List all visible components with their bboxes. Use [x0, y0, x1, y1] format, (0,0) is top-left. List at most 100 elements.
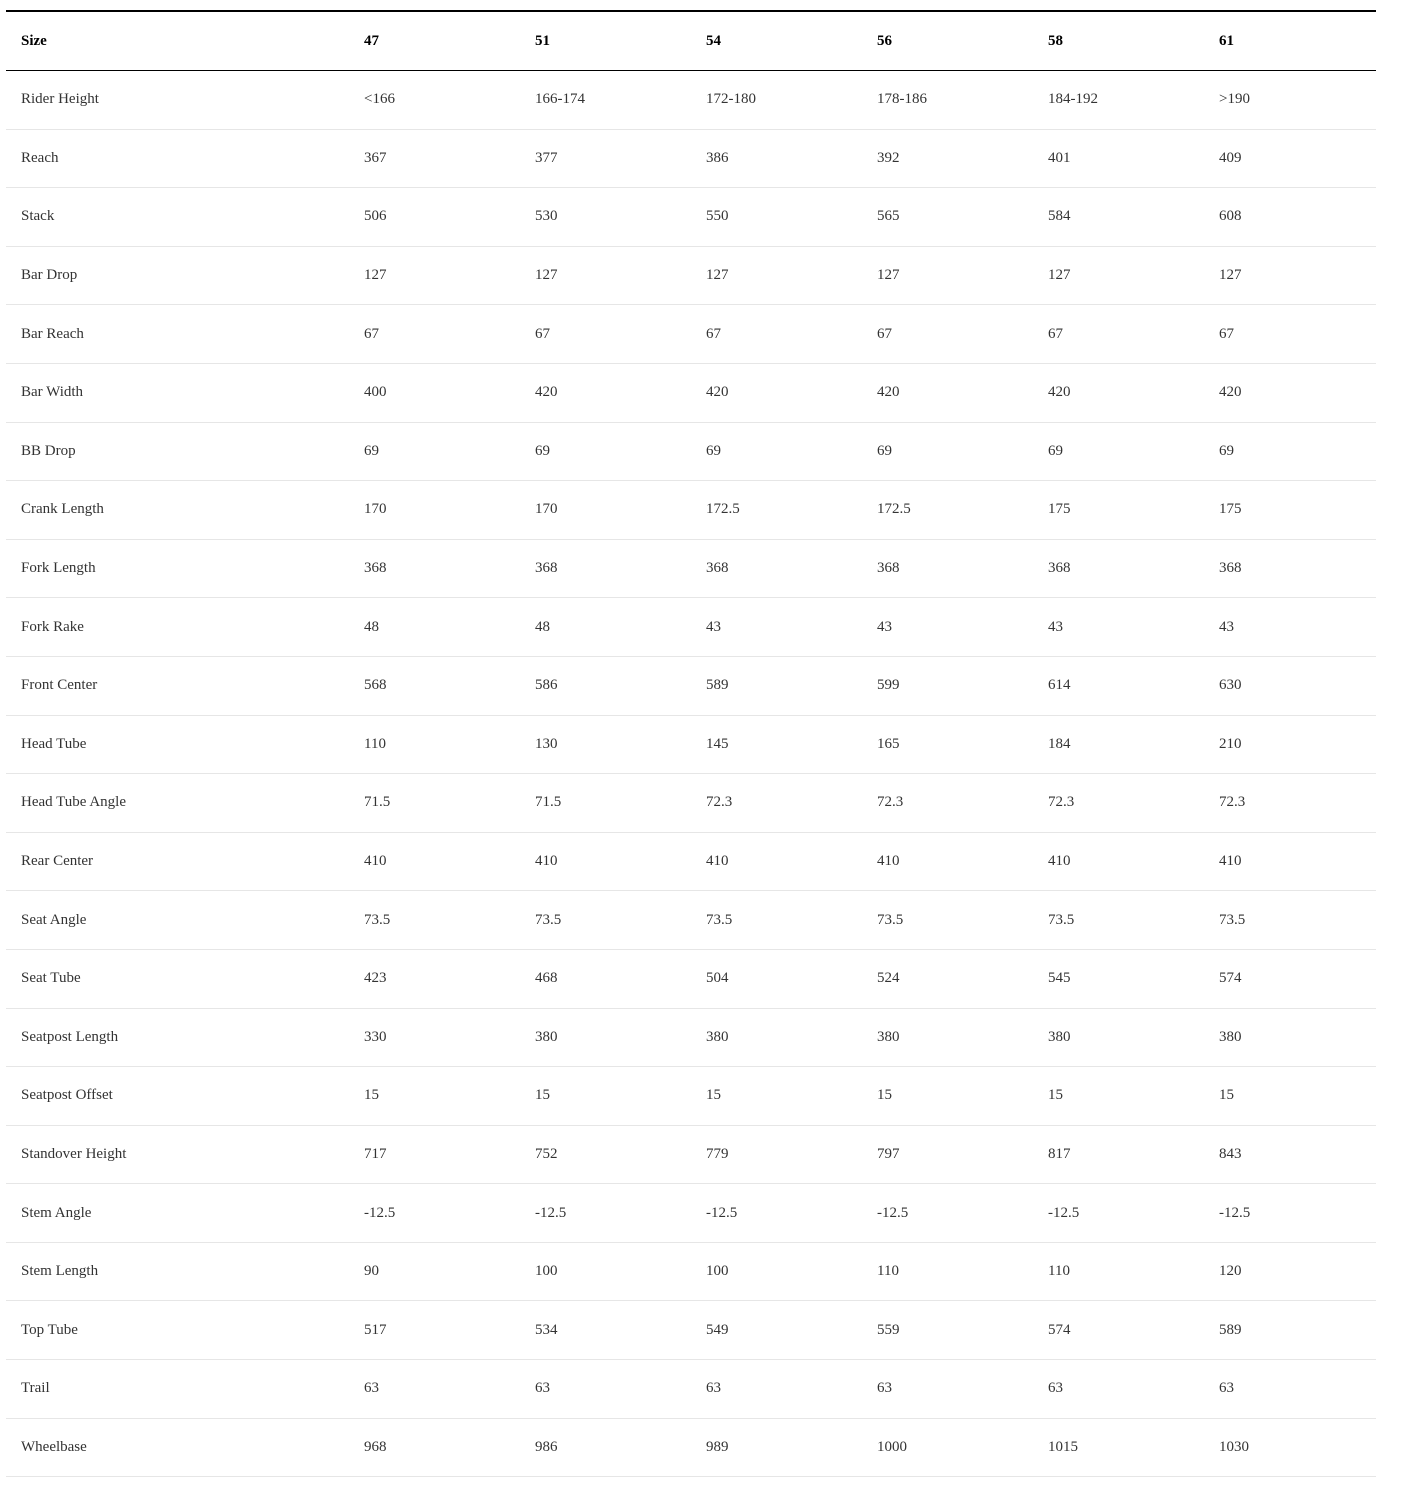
table-cell: 420: [1048, 384, 1071, 401]
table-row: BB Drop 69 69 69 69 69 69: [6, 423, 1376, 482]
table-cell: 63: [877, 1380, 892, 1397]
table-cell: 409: [1219, 149, 1242, 166]
table-row: Seatpost Offset 15 15 15 15 15 15: [6, 1067, 1376, 1126]
geometry-table: Size 47 51 54 56 58 61 Rider Height <166 166-174 1…: [6, 10, 1376, 1478]
table-cell: 43: [1048, 618, 1063, 635]
table-cell: 968: [364, 1438, 387, 1455]
table-cell: 63: [364, 1380, 379, 1397]
table-row: Head Tube Angle 71.5 71.5 72.3 72.3 72.3 72.3: [6, 774, 1376, 833]
table-cell: 69: [877, 442, 892, 459]
table-cell: 63: [706, 1380, 721, 1397]
table-cell: 73.5: [877, 911, 904, 928]
table-cell: 410: [877, 853, 900, 870]
table-cell: 15: [364, 1087, 379, 1104]
table-row: Bar Reach 67 67 67 67 67 67: [6, 305, 1376, 364]
table-cell: 549: [706, 1321, 729, 1338]
table-row: Crank Length 170 170 172.5 172.5 175 175: [6, 481, 1376, 540]
table-cell: 574: [1048, 1321, 1071, 1338]
table-cell: 69: [1048, 442, 1063, 459]
table-cell: 67: [1048, 325, 1063, 342]
table-cell: 400: [364, 384, 387, 401]
row-label: Reach: [21, 149, 59, 166]
table-cell: 210: [1219, 735, 1242, 752]
table-cell: 43: [706, 618, 721, 635]
table-cell: 172.5: [706, 501, 740, 518]
table-cell: 48: [364, 618, 379, 635]
row-label: Fork Rake: [21, 618, 84, 635]
table-cell: 63: [535, 1380, 550, 1397]
table-row: Top Tube 517 534 549 559 574 589: [6, 1301, 1376, 1361]
table-row: Seatpost Length 330 380 380 380 380 380: [6, 1009, 1376, 1068]
row-label: Stem Angle: [21, 1204, 92, 1221]
row-label: Bar Drop: [21, 267, 78, 284]
table-cell: 63: [1219, 1380, 1234, 1397]
row-label: Standover Height: [21, 1145, 127, 1162]
table-cell: 73.5: [1219, 911, 1246, 928]
table-cell: 127: [1048, 267, 1071, 284]
table-cell: 614: [1048, 677, 1071, 694]
table-cell: 145: [706, 735, 729, 752]
table-cell: 468: [535, 970, 558, 987]
row-label: Front Center: [21, 677, 98, 694]
table-cell: 175: [1048, 501, 1071, 518]
table-cell: 377: [535, 149, 558, 166]
table-cell: 589: [706, 677, 729, 694]
table-cell: 172-180: [706, 91, 756, 108]
table-cell: 368: [877, 560, 900, 577]
table-cell: 178-186: [877, 91, 927, 108]
table-cell: 386: [706, 149, 729, 166]
table-cell: 420: [535, 384, 558, 401]
table-cell: 110: [1048, 1263, 1070, 1280]
table-cell: 330: [364, 1028, 387, 1045]
table-row: Standover Height 717 752 779 797 817 843: [6, 1126, 1376, 1185]
header-cell: 54: [706, 32, 721, 49]
row-label: Rider Height: [21, 91, 99, 108]
table-cell: 43: [877, 618, 892, 635]
table-cell: 630: [1219, 677, 1242, 694]
header-cell: 58: [1048, 32, 1063, 49]
table-cell: 506: [364, 208, 387, 225]
table-header-row: Size 47 51 54 56 58 61: [6, 12, 1376, 71]
table-cell: 504: [706, 970, 729, 987]
table-cell: -12.5: [364, 1204, 396, 1221]
table-cell: 1000: [877, 1438, 907, 1455]
table-row: Seat Angle 73.5 73.5 73.5 73.5 73.5 73.5: [6, 891, 1376, 950]
table-cell: -12.5: [1219, 1204, 1251, 1221]
table-cell: 73.5: [364, 911, 391, 928]
table-cell: 752: [535, 1145, 558, 1162]
table-cell: 170: [535, 501, 558, 518]
table-cell: 368: [364, 560, 387, 577]
table-cell: 392: [877, 149, 900, 166]
table-row: Fork Rake 48 48 43 43 43 43: [6, 598, 1376, 657]
row-label: Bar Width: [21, 384, 84, 401]
table-cell: 380: [1219, 1028, 1242, 1045]
table-cell: 410: [1219, 853, 1242, 870]
table-cell: 367: [364, 149, 387, 166]
table-cell: 380: [535, 1028, 558, 1045]
table-cell: 559: [877, 1321, 900, 1338]
table-cell: 550: [706, 208, 729, 225]
row-label: Wheelbase: [21, 1438, 87, 1455]
table-cell: 410: [1048, 853, 1071, 870]
row-label: Seat Angle: [21, 911, 87, 928]
row-label: Trail: [21, 1380, 50, 1397]
table-cell: 517: [364, 1321, 387, 1338]
header-cell: 47: [364, 32, 379, 49]
table-cell: 568: [364, 677, 387, 694]
table-cell: 73.5: [706, 911, 733, 928]
table-cell: 69: [535, 442, 550, 459]
table-cell: 423: [364, 970, 387, 987]
header-cell: 51: [535, 32, 550, 49]
table-cell: 368: [1219, 560, 1242, 577]
table-cell: 817: [1048, 1145, 1071, 1162]
row-label: Fork Length: [21, 560, 96, 577]
table-cell: 524: [877, 970, 900, 987]
table-cell: 127: [535, 267, 558, 284]
table-row: Stack 506 530 550 565 584 608: [6, 188, 1376, 247]
table-cell: 170: [364, 501, 387, 518]
header-cell: 56: [877, 32, 892, 49]
table-cell: 779: [706, 1145, 729, 1162]
table-cell: 69: [1219, 442, 1234, 459]
table-cell: 90: [364, 1263, 379, 1280]
table-cell: -12.5: [1048, 1204, 1080, 1221]
